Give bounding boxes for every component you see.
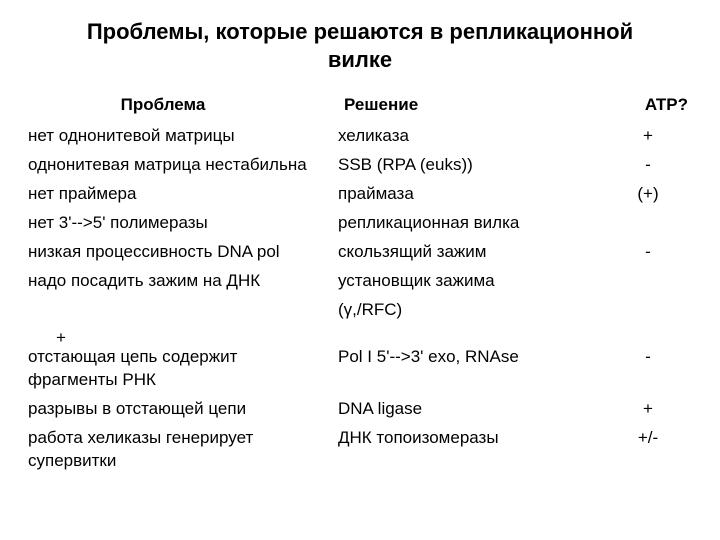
cell-atp: +/- — [608, 427, 688, 450]
table-row: низкая процессивность DNA pol скользящий… — [28, 241, 692, 264]
table-row: разрывы в отстающей цепи DNA ligase + — [28, 398, 692, 421]
slide: Проблемы, которые решаются в репликацион… — [0, 0, 720, 540]
cell-solution: праймаза — [338, 183, 608, 206]
extra-plus: + — [28, 328, 692, 348]
cell-atp: + — [608, 125, 688, 148]
cell-solution: Pol I 5'-->3' exo, RNAse — [338, 346, 608, 369]
cell-atp: - — [608, 346, 688, 369]
cell-solution: ДНК топоизомеразы — [338, 427, 608, 450]
table-row: надо посадить зажим на ДНК установщик за… — [28, 270, 692, 293]
cell-problem: нет однонитевой матрицы — [28, 125, 338, 148]
cell-atp: + — [608, 398, 688, 421]
header-problem: Проблема — [28, 95, 338, 115]
cell-solution: SSB (RPA (euks)) — [338, 154, 608, 177]
cell-problem: нет 3'-->5' полимеразы — [28, 212, 338, 235]
page-title: Проблемы, которые решаются в репликацион… — [28, 18, 692, 73]
title-line-2: вилке — [328, 47, 392, 72]
cell-problem: надо посадить зажим на ДНК — [28, 270, 338, 293]
table-row: однонитевая матрица нестабильна SSB (RPA… — [28, 154, 692, 177]
cell-problem: нет праймера — [28, 183, 338, 206]
cell-atp: (+) — [608, 183, 688, 206]
cell-atp: - — [608, 154, 688, 177]
cell-solution: установщик зажима — [338, 270, 608, 293]
cell-atp: - — [608, 241, 688, 264]
cell-solution: репликационная вилка — [338, 212, 608, 235]
table-row: работа хеликазы генерирует супервитки ДН… — [28, 427, 692, 473]
cell-problem: однонитевая матрица нестабильна — [28, 154, 338, 177]
table-row: нет однонитевой матрицы хеликаза + — [28, 125, 692, 148]
header-solution: Решение — [338, 95, 608, 115]
cell-solution: DNA ligase — [338, 398, 608, 421]
cell-problem: отстающая цепь содержит фрагменты РНК — [28, 346, 338, 392]
table-row: отстающая цепь содержит фрагменты РНК Po… — [28, 346, 692, 392]
cell-problem: разрывы в отстающей цепи — [28, 398, 338, 421]
cell-problem: работа хеликазы генерирует супервитки — [28, 427, 338, 473]
cell-solution: скользящий зажим — [338, 241, 608, 264]
cell-problem: низкая процессивность DNA pol — [28, 241, 338, 264]
cell-solution: хеликаза — [338, 125, 608, 148]
cell-solution: (γ,/RFC) — [338, 299, 608, 322]
table-row: нет 3'-->5' полимеразы репликационная ви… — [28, 212, 692, 235]
table-row: (γ,/RFC) — [28, 299, 692, 322]
table-row: нет праймера праймаза (+) — [28, 183, 692, 206]
header-atp: ATP? — [608, 95, 688, 115]
title-line-1: Проблемы, которые решаются в репликацион… — [87, 19, 633, 44]
table-header: Проблема Решение ATP? — [28, 95, 692, 115]
